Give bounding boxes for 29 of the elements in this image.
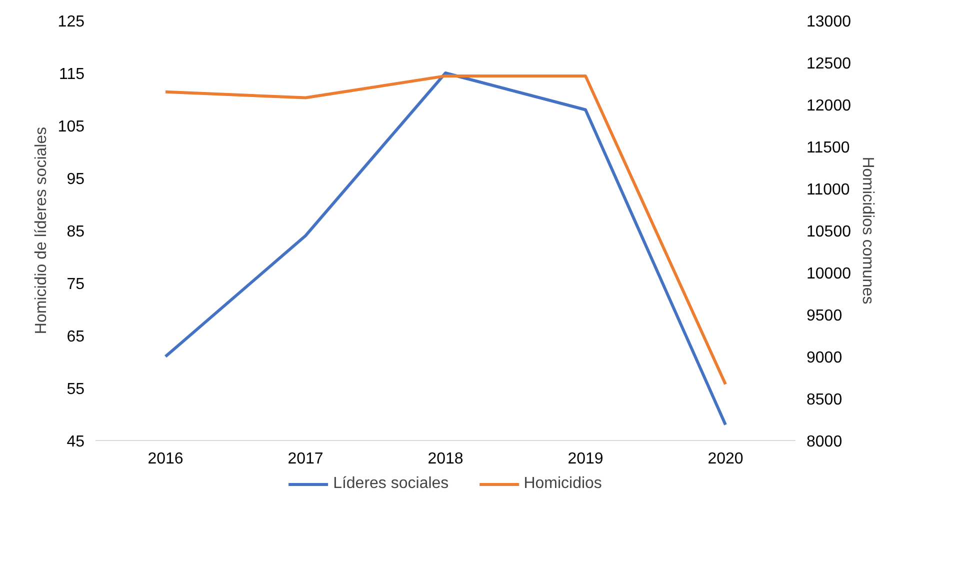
y-tick-label: 115 bbox=[58, 66, 85, 83]
x-tick-label: 2017 bbox=[288, 450, 324, 468]
legend-label: Homicidios bbox=[524, 475, 602, 493]
y-tick-label: 75 bbox=[66, 276, 85, 293]
y2-tick-label: 11000 bbox=[806, 182, 850, 198]
y-tick-label: 85 bbox=[66, 224, 85, 240]
y-tick-label: 125 bbox=[58, 14, 85, 30]
y2-tick-label: 8000 bbox=[806, 434, 842, 450]
y-tick-label: 45 bbox=[66, 434, 85, 450]
y2-tick-label: 10500 bbox=[806, 224, 852, 240]
legend-label: Líderes sociales bbox=[333, 475, 449, 493]
y-tick-label: 55 bbox=[66, 381, 85, 398]
y2-tick-label: 11500 bbox=[806, 140, 850, 156]
y-tick-label: 95 bbox=[66, 171, 85, 188]
y2-tick-label: 9000 bbox=[806, 350, 842, 366]
y2-tick-label: 10000 bbox=[806, 266, 852, 282]
x-tick-label: 2019 bbox=[568, 450, 604, 468]
y-tick-label: 65 bbox=[66, 328, 85, 346]
y2-tick-label: 9500 bbox=[806, 308, 842, 324]
y-axis-title: Homicidio de líderes sociales bbox=[32, 126, 50, 334]
y-tick-label: 105 bbox=[58, 118, 85, 136]
x-tick-label: 2016 bbox=[148, 450, 184, 468]
y2-tick-label: 8500 bbox=[806, 392, 842, 408]
y2-tick-label: 12000 bbox=[806, 98, 852, 114]
x-tick-label: 2020 bbox=[708, 450, 744, 468]
y2-tick-label: 13000 bbox=[806, 14, 852, 30]
y2-tick-label: 12500 bbox=[806, 56, 852, 72]
x-tick-label: 2018 bbox=[428, 450, 464, 468]
y2-axis-title: Homicidios comunes bbox=[858, 156, 876, 304]
